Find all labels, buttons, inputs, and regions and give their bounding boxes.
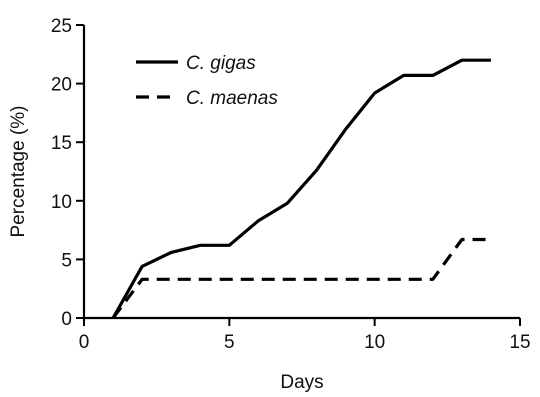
axes: [82, 25, 520, 320]
y-tick-label: 10: [51, 192, 72, 213]
x-tick-label: 0: [79, 332, 90, 353]
legend-label-1: C. maenas: [186, 88, 278, 109]
x-tick-label: 15: [509, 332, 530, 353]
series-line-1: [111, 237, 491, 319]
y-tick-label: 25: [51, 16, 72, 37]
series-group: [111, 58, 491, 319]
tick-group: 0 5 10 15 20 25 0 5 10 15: [51, 16, 531, 353]
legend: C. gigas C. maenas: [136, 53, 278, 109]
legend-label-0: C. gigas: [186, 53, 256, 74]
x-tick-label: 10: [364, 332, 385, 353]
x-axis-title: Days: [280, 372, 323, 393]
y-tick-label: 20: [51, 75, 72, 96]
y-tick-label: 5: [61, 250, 72, 271]
y-tick-label: 15: [51, 133, 72, 154]
y-tick-label: 0: [61, 309, 72, 330]
x-tick-label: 5: [224, 332, 235, 353]
series-line-0: [111, 58, 491, 319]
y-axis-title: Percentage (%): [8, 105, 29, 237]
